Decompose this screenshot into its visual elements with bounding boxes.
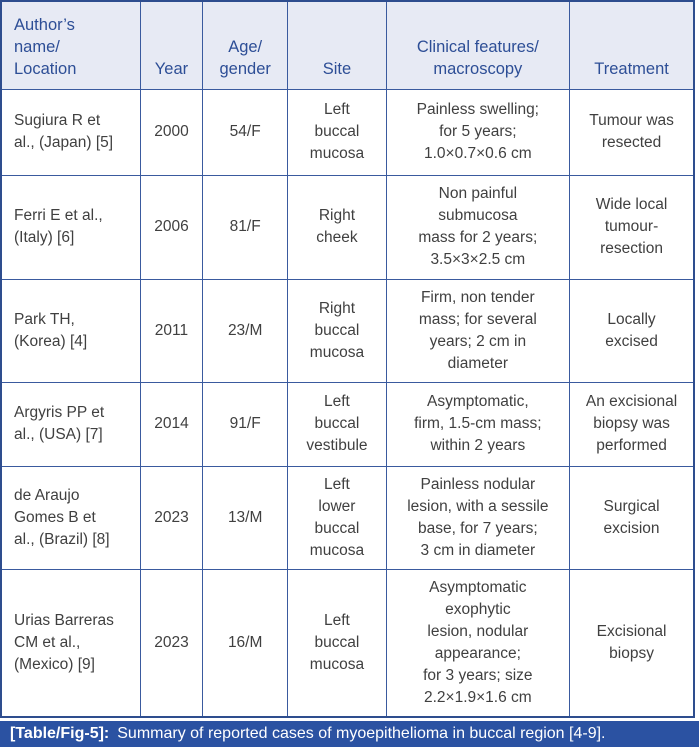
cell-clinical: Asymptomatic, firm, 1.5-cm mass; within … bbox=[385, 381, 571, 467]
column-header-age-gender: Age/ gender bbox=[202, 0, 289, 90]
cell-clinical: Firm, non tender mass; for several years… bbox=[385, 278, 571, 383]
caption-text: Summary of reported cases of myoepitheli… bbox=[117, 724, 606, 742]
column-header-year: Year bbox=[139, 0, 204, 90]
cell-age-gender: 16/M bbox=[202, 568, 289, 717]
cell-author: Urias Barreras CM et al., (Mexico) [9] bbox=[0, 568, 141, 717]
cell-age-gender: 23/M bbox=[202, 278, 289, 383]
cell-treatment: Surgical excision bbox=[569, 465, 695, 570]
cell-age-gender: 91/F bbox=[202, 381, 289, 467]
cell-age-gender: 13/M bbox=[202, 465, 289, 570]
table-row: Argyris PP et al., (USA) [7] 2014 91/F L… bbox=[0, 381, 695, 467]
column-header-clinical-features: Clinical features/ macroscopy bbox=[385, 0, 571, 90]
cell-age-gender: 54/F bbox=[202, 88, 289, 176]
table-row: Ferri E et al., (Italy) [6] 2006 81/F Ri… bbox=[0, 174, 695, 280]
cell-author: Sugiura R et al., (Japan) [5] bbox=[0, 88, 141, 176]
cell-treatment: Wide local tumour- resection bbox=[569, 174, 695, 280]
cell-site: Left buccal mucosa bbox=[287, 568, 387, 717]
cell-year: 2006 bbox=[139, 174, 204, 280]
cell-treatment: An excisional biopsy was performed bbox=[569, 381, 695, 467]
cell-clinical: Non painful submucosa mass for 2 years; … bbox=[385, 174, 571, 280]
cell-year: 2023 bbox=[139, 465, 204, 570]
cases-table: Author’s name/ Location Year Age/ gender… bbox=[0, 0, 695, 718]
cell-author: Park TH, (Korea) [4] bbox=[0, 278, 141, 383]
cell-site: Right cheek bbox=[287, 174, 387, 280]
table-row: Park TH, (Korea) [4] 2011 23/M Right buc… bbox=[0, 278, 695, 383]
caption-label: [Table/Fig-5]: bbox=[10, 724, 110, 742]
cell-treatment: Excisional biopsy bbox=[569, 568, 695, 717]
cell-age-gender: 81/F bbox=[202, 174, 289, 280]
header-row: Author’s name/ Location Year Age/ gender… bbox=[0, 0, 695, 90]
table-row: de Araujo Gomes B et al., (Brazil) [8] 2… bbox=[0, 465, 695, 570]
table-row: Sugiura R et al., (Japan) [5] 2000 54/F … bbox=[0, 88, 695, 176]
cell-author: Ferri E et al., (Italy) [6] bbox=[0, 174, 141, 280]
cell-year: 2023 bbox=[139, 568, 204, 717]
cell-clinical: Painless swelling; for 5 years; 1.0×0.7×… bbox=[385, 88, 571, 176]
cell-author: de Araujo Gomes B et al., (Brazil) [8] bbox=[0, 465, 141, 570]
cell-clinical: Asymptomatic exophytic lesion, nodular a… bbox=[385, 568, 571, 717]
column-header-site: Site bbox=[287, 0, 387, 90]
cell-site: Left buccal vestibule bbox=[287, 381, 387, 467]
cell-site: Left lower buccal mucosa bbox=[287, 465, 387, 570]
cell-site: Right buccal mucosa bbox=[287, 278, 387, 383]
cell-treatment: Tumour was resected bbox=[569, 88, 695, 176]
cell-clinical: Painless nodular lesion, with a sessile … bbox=[385, 465, 571, 570]
cell-author: Argyris PP et al., (USA) [7] bbox=[0, 381, 141, 467]
cell-site: Left buccal mucosa bbox=[287, 88, 387, 176]
figure-caption: [Table/Fig-5]: Summary of reported cases… bbox=[0, 720, 699, 747]
column-header-treatment: Treatment bbox=[569, 0, 695, 90]
cell-year: 2000 bbox=[139, 88, 204, 176]
column-header-author: Author’s name/ Location bbox=[0, 0, 141, 90]
table-row: Urias Barreras CM et al., (Mexico) [9] 2… bbox=[0, 568, 695, 717]
cell-year: 2011 bbox=[139, 278, 204, 383]
cell-treatment: Locally excised bbox=[569, 278, 695, 383]
cell-year: 2014 bbox=[139, 381, 204, 467]
